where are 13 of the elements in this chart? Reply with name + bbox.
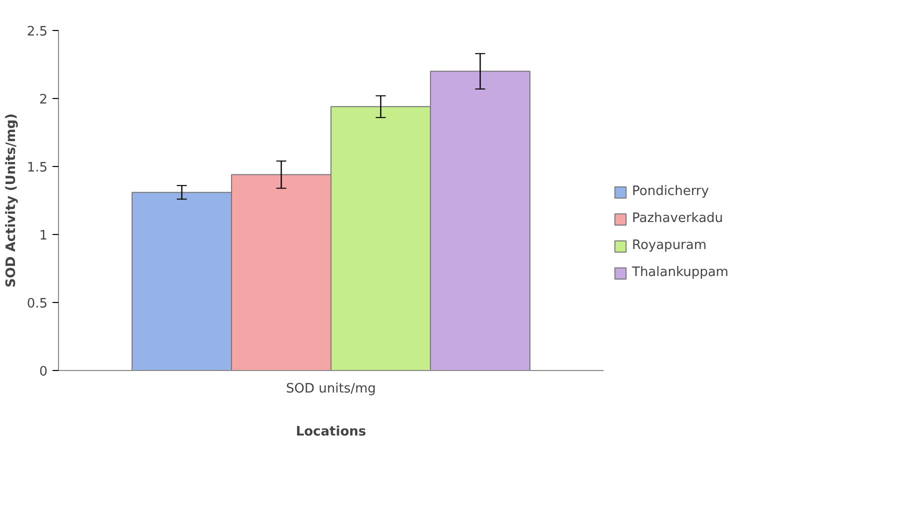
y-tick-label: 1.5 bbox=[26, 160, 48, 176]
legend-label: Thalankuppam bbox=[632, 265, 728, 280]
y-axis-title: SOD Activity (Units/mg) bbox=[4, 113, 19, 288]
x-axis-title: Locations bbox=[296, 424, 366, 440]
y-tick-label: 0.5 bbox=[26, 296, 48, 312]
legend-label: Royapuram bbox=[632, 238, 707, 253]
y-tick-label: 2 bbox=[39, 92, 48, 108]
legend-label: Pondicherry bbox=[632, 184, 709, 199]
x-tick-label: SOD units/mg bbox=[286, 382, 376, 396]
legend-label: Pazhaverkadu bbox=[632, 211, 724, 226]
y-tick-label: 1 bbox=[39, 228, 48, 244]
y-tick-label: 2.5 bbox=[26, 24, 48, 40]
y-tick-label: 0 bbox=[39, 364, 48, 380]
